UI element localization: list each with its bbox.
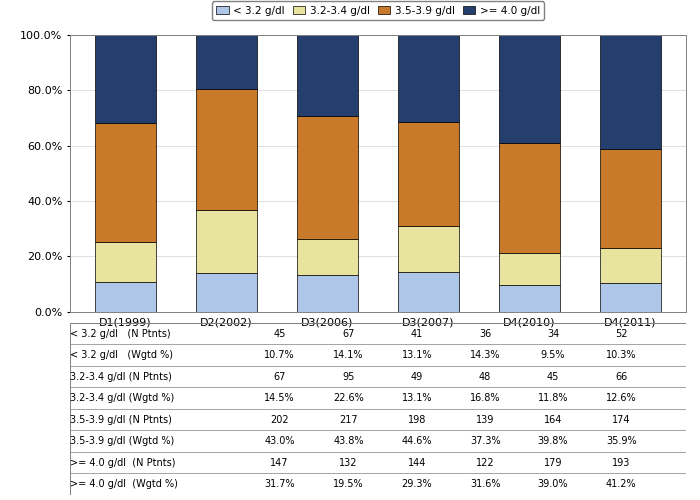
Text: 41: 41 — [411, 328, 423, 338]
Text: 217: 217 — [339, 414, 358, 424]
Bar — [398, 122, 458, 226]
Bar — [95, 242, 156, 282]
Bar — [398, 226, 458, 272]
Text: 44.6%: 44.6% — [402, 436, 432, 446]
Bar — [499, 286, 560, 312]
Bar — [95, 123, 156, 242]
Bar — [499, 34, 560, 142]
Text: 39.0%: 39.0% — [538, 479, 568, 489]
Text: < 3.2 g/dl   (Wgtd %): < 3.2 g/dl (Wgtd %) — [70, 350, 173, 360]
Bar — [95, 282, 156, 312]
Text: 19.5%: 19.5% — [333, 479, 364, 489]
Text: 14.3%: 14.3% — [470, 350, 500, 360]
Text: 193: 193 — [612, 458, 631, 468]
Text: 48: 48 — [479, 372, 491, 382]
Bar — [196, 210, 257, 272]
Text: 3.2-3.4 g/dl (Wgtd %): 3.2-3.4 g/dl (Wgtd %) — [70, 393, 174, 403]
Bar — [95, 36, 156, 123]
Text: 66: 66 — [615, 372, 627, 382]
Text: 49: 49 — [411, 372, 423, 382]
Text: 45: 45 — [547, 372, 559, 382]
Bar — [398, 35, 458, 122]
Text: < 3.2 g/dl   (N Ptnts): < 3.2 g/dl (N Ptnts) — [70, 328, 171, 338]
Text: 22.6%: 22.6% — [333, 393, 364, 403]
Bar — [600, 283, 661, 312]
Bar — [298, 116, 358, 239]
Legend: < 3.2 g/dl, 3.2-3.4 g/dl, 3.5-3.9 g/dl, >= 4.0 g/dl: < 3.2 g/dl, 3.2-3.4 g/dl, 3.5-3.9 g/dl, … — [212, 2, 544, 20]
Text: 95: 95 — [342, 372, 355, 382]
Text: 31.7%: 31.7% — [264, 479, 295, 489]
Text: 52: 52 — [615, 328, 628, 338]
Text: 36: 36 — [479, 328, 491, 338]
Text: 3.2-3.4 g/dl (N Ptnts): 3.2-3.4 g/dl (N Ptnts) — [70, 372, 172, 382]
Text: 13.1%: 13.1% — [402, 393, 432, 403]
Bar — [600, 248, 661, 283]
Text: 164: 164 — [544, 414, 562, 424]
Text: 13.1%: 13.1% — [402, 350, 432, 360]
Bar — [398, 272, 458, 312]
Text: 10.3%: 10.3% — [606, 350, 636, 360]
Text: 43.0%: 43.0% — [264, 436, 295, 446]
Text: 31.6%: 31.6% — [470, 479, 500, 489]
Bar — [298, 239, 358, 276]
Text: 14.5%: 14.5% — [264, 393, 295, 403]
Text: 198: 198 — [407, 414, 426, 424]
Text: 16.8%: 16.8% — [470, 393, 500, 403]
Text: 67: 67 — [273, 372, 286, 382]
Text: 14.1%: 14.1% — [333, 350, 364, 360]
Text: 144: 144 — [407, 458, 426, 468]
Bar — [196, 89, 257, 210]
Text: 122: 122 — [476, 458, 494, 468]
Text: 179: 179 — [544, 458, 562, 468]
Bar — [499, 253, 560, 286]
Text: 174: 174 — [612, 414, 631, 424]
Bar — [196, 35, 257, 89]
Text: 29.3%: 29.3% — [402, 479, 432, 489]
Text: 3.5-3.9 g/dl (Wgtd %): 3.5-3.9 g/dl (Wgtd %) — [70, 436, 174, 446]
Text: >= 4.0 g/dl  (N Ptnts): >= 4.0 g/dl (N Ptnts) — [70, 458, 176, 468]
Text: 3.5-3.9 g/dl (N Ptnts): 3.5-3.9 g/dl (N Ptnts) — [70, 414, 172, 424]
Text: 147: 147 — [270, 458, 288, 468]
Text: >= 4.0 g/dl  (Wgtd %): >= 4.0 g/dl (Wgtd %) — [70, 479, 178, 489]
Text: 11.8%: 11.8% — [538, 393, 568, 403]
Bar — [600, 35, 661, 149]
Text: 132: 132 — [340, 458, 358, 468]
Text: 45: 45 — [273, 328, 286, 338]
Text: 41.2%: 41.2% — [606, 479, 636, 489]
Text: 34: 34 — [547, 328, 559, 338]
Text: 10.7%: 10.7% — [264, 350, 295, 360]
Text: 202: 202 — [270, 414, 289, 424]
Text: 37.3%: 37.3% — [470, 436, 500, 446]
Text: 9.5%: 9.5% — [540, 350, 565, 360]
Text: 139: 139 — [476, 414, 494, 424]
Text: 43.8%: 43.8% — [333, 436, 364, 446]
Bar — [298, 276, 358, 312]
Bar — [499, 142, 560, 253]
Text: 35.9%: 35.9% — [606, 436, 636, 446]
Text: 39.8%: 39.8% — [538, 436, 568, 446]
Bar — [298, 34, 358, 116]
Bar — [196, 272, 257, 312]
Text: 67: 67 — [342, 328, 355, 338]
Text: 12.6%: 12.6% — [606, 393, 636, 403]
Bar — [600, 149, 661, 248]
